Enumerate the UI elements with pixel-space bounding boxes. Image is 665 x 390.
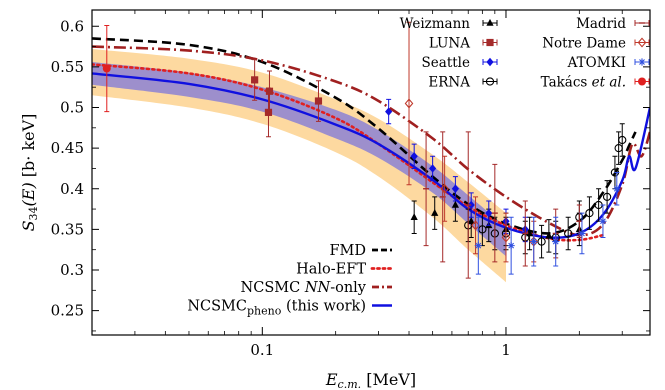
legend-entry-ncsmc-pheno-this-work: NCSMCpheno (this work) <box>187 299 392 318</box>
legend-entry-seattle: Seattle <box>422 55 498 71</box>
errorbar-notre-dame-2 <box>473 196 479 255</box>
point-erna-14 <box>618 135 627 145</box>
svg-text:Seattle: Seattle <box>422 55 470 71</box>
data-points <box>102 21 627 279</box>
point-luna-1 <box>264 108 273 116</box>
legend-entry-fmd: FMD <box>329 243 392 259</box>
model-curves <box>92 37 650 242</box>
ytick-label-5: 0.5 <box>60 99 84 117</box>
errorbar-erna-11 <box>604 180 610 214</box>
point-seattle-2 <box>429 164 437 173</box>
dataset-luna <box>251 59 323 138</box>
legend-entry-atomki: ATOMKI <box>567 55 650 71</box>
y-axis-label: S34(E) [b· keV] <box>19 114 40 232</box>
ytick-label-3: 0.4 <box>60 180 84 198</box>
dataset-atomki <box>474 172 621 275</box>
x-axis-label: Ec.m. [MeV] <box>325 370 416 390</box>
legend-entry-luna: LUNA <box>429 36 498 52</box>
svg-text:Madrid: Madrid <box>576 16 626 32</box>
point-weizmann-2 <box>451 200 459 208</box>
outer-band <box>92 49 506 283</box>
point-luna-0 <box>251 76 259 84</box>
errorbar-erna-13 <box>616 131 622 165</box>
legend-marker-luna <box>486 38 494 47</box>
plot-frame <box>91 9 651 336</box>
point-atomki-3 <box>552 237 560 246</box>
legend-entry-notre-dame: Notre Dame <box>542 36 650 52</box>
svg-text:Notre Dame: Notre Dame <box>542 36 626 52</box>
point-atomki-0 <box>474 242 482 250</box>
svg-text:ATOMKI: ATOMKI <box>567 55 626 71</box>
point-seattle-0 <box>385 107 393 116</box>
legend-entry-madrid: Madrid <box>576 16 650 32</box>
xtick-label-0: 0.1 <box>250 341 274 359</box>
point-erna-11 <box>602 192 612 202</box>
errorbar-notre-dame-3 <box>503 212 509 263</box>
ytick-label-7: 0.6 <box>60 17 84 35</box>
curve-ncsmc-nn-only <box>92 45 650 237</box>
ytick-label-6: 0.55 <box>51 58 84 76</box>
uncertainty-bands <box>92 49 506 283</box>
point-luna-2 <box>265 87 274 95</box>
legend-marker-atomki <box>638 58 646 66</box>
legend-entry-weizmann: Weizmann <box>400 16 498 32</box>
legend-entry-tak-cs-et-al: Takács et al. <box>541 75 650 91</box>
legend-marker-weizmann <box>486 18 494 26</box>
ytick-label-1: 0.3 <box>60 261 84 279</box>
legend-marker-seattle <box>486 57 494 67</box>
point-notre-dame-1 <box>440 183 449 194</box>
legend-entry-erna: ERNA <box>428 75 498 91</box>
legend-entry-ncsmc-nn-only: NCSMC NN-only <box>241 280 392 296</box>
axes: 0.25 0.3 0.35 0.4 0.45 0.5 0.55 0.6 0.1 1 Ec.m. [M… <box>19 10 650 390</box>
inner-band <box>92 62 506 257</box>
point-atomki-1 <box>507 242 515 250</box>
curve-halo-eft <box>92 63 605 242</box>
point-seattle-3 <box>451 184 459 193</box>
svg-text:Weizmann: Weizmann <box>400 16 471 32</box>
point-weizmann-1 <box>431 209 439 216</box>
point-erna-9 <box>585 208 594 218</box>
point-seattle-5 <box>485 208 493 218</box>
svg-text:Takács et al.: Takács et al. <box>541 75 626 91</box>
point-tak-cs-et-al-0 <box>102 64 111 73</box>
ytick-label-4: 0.45 <box>51 139 84 157</box>
point-notre-dame-3 <box>501 232 511 243</box>
curve-fmd <box>92 37 637 235</box>
point-luna-3 <box>314 97 323 105</box>
xtick-label-1: 1 <box>501 341 511 359</box>
svg-text:FMD: FMD <box>329 243 366 259</box>
svg-text:ERNA: ERNA <box>428 75 470 91</box>
point-atomki-6 <box>613 185 621 193</box>
curve-ncsmc-pheno-this-work <box>92 72 650 239</box>
errorbar-erna-7 <box>565 216 571 251</box>
legend-marker-notre-dame <box>637 37 647 48</box>
point-weizmann-7 <box>545 231 553 239</box>
dataset-tak-cs-et-al <box>102 24 111 113</box>
point-seattle-1 <box>410 152 418 161</box>
point-atomki-5 <box>599 217 607 225</box>
legend-entry-halo-eft: Halo-EFT <box>296 262 394 278</box>
errorbar-erna-9 <box>586 196 592 230</box>
ytick-label-2: 0.35 <box>51 220 84 238</box>
ytick-label-0: 0.25 <box>51 302 84 320</box>
point-atomki-4 <box>578 229 586 238</box>
legend-marker-erna <box>485 77 495 86</box>
legend-marker-tak-cs-et-al <box>638 77 646 86</box>
svg-text:LUNA: LUNA <box>429 36 470 52</box>
point-erna-7 <box>564 229 573 238</box>
svg-text:Halo-EFT: Halo-EFT <box>296 262 366 278</box>
svg-text:NCSMC NN-only: NCSMC NN-only <box>241 280 367 296</box>
errorbar-notre-dame-1 <box>442 155 448 222</box>
legends: Weizmann Madrid LUNA Notre Dame Seattle ATOMK… <box>187 16 650 318</box>
point-notre-dame-0 <box>404 98 414 109</box>
point-atomki-2 <box>530 237 538 246</box>
errorbar-erna-14 <box>619 123 625 157</box>
errorbar-erna-5 <box>539 224 545 259</box>
svg-text:NCSMCpheno (this work): NCSMCpheno (this work) <box>187 299 366 318</box>
errorbar-notre-dame-0 <box>406 21 412 186</box>
point-weizmann-0 <box>410 213 418 220</box>
